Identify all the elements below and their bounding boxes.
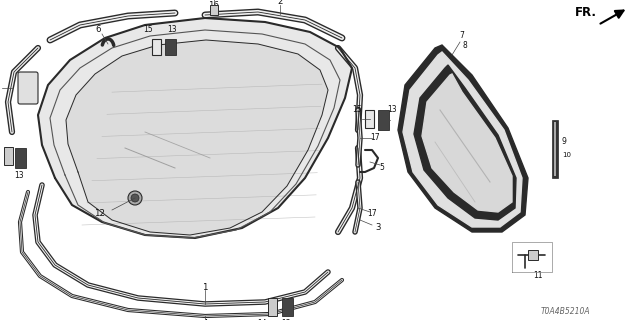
Bar [152, 39, 161, 55]
Text: 3: 3 [375, 222, 381, 231]
Bar [4, 147, 13, 165]
Polygon shape [403, 52, 522, 227]
Circle shape [128, 191, 142, 205]
Text: 10: 10 [562, 152, 571, 158]
Text: 14: 14 [3, 148, 13, 156]
Text: 13: 13 [387, 106, 397, 115]
Text: 9: 9 [562, 138, 567, 147]
Text: 5: 5 [380, 163, 385, 172]
Text: 14: 14 [257, 319, 267, 320]
Text: 17: 17 [370, 133, 380, 142]
Bar [282, 298, 293, 316]
Text: 6: 6 [95, 26, 100, 35]
Text: 1: 1 [202, 283, 208, 292]
Text: 2: 2 [277, 0, 283, 6]
Text: 16: 16 [209, 1, 220, 10]
Text: 13: 13 [281, 319, 291, 320]
Text: 4: 4 [202, 319, 208, 320]
Bar [365, 110, 374, 128]
Polygon shape [398, 45, 528, 232]
Text: 13: 13 [14, 171, 24, 180]
Text: 11: 11 [533, 270, 543, 279]
Text: 12: 12 [94, 209, 105, 218]
Polygon shape [38, 18, 352, 238]
Bar [378, 110, 389, 130]
Text: 7: 7 [460, 30, 465, 39]
Bar [554, 122, 556, 176]
Bar [528, 250, 538, 260]
Polygon shape [414, 65, 516, 220]
Text: 8: 8 [463, 41, 467, 50]
Text: 13: 13 [167, 26, 177, 35]
Text: 15: 15 [143, 26, 153, 35]
Bar [552, 120, 558, 178]
Bar [15, 148, 26, 168]
Polygon shape [66, 40, 328, 235]
Text: FR.: FR. [575, 5, 597, 19]
FancyBboxPatch shape [18, 72, 38, 104]
Text: T0A4B5210A: T0A4B5210A [540, 308, 590, 316]
Bar [165, 39, 176, 55]
Text: 15: 15 [353, 106, 362, 115]
Bar [210, 5, 218, 15]
Bar [268, 298, 277, 316]
Polygon shape [422, 74, 512, 212]
Circle shape [131, 194, 139, 202]
Text: 17: 17 [367, 210, 377, 219]
